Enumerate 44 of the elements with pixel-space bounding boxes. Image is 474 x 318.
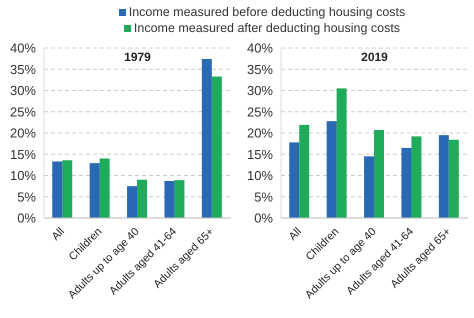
y-tick-label: 30% xyxy=(10,83,36,98)
y-tick-label: 5% xyxy=(17,189,36,204)
y-tick-label: 20% xyxy=(246,126,274,141)
bar xyxy=(448,140,459,218)
x-tick-label: All xyxy=(286,226,304,243)
legend-label: Income measured after deducting housing costs xyxy=(134,20,400,36)
bar xyxy=(299,124,310,218)
y-tick-label: 40% xyxy=(246,40,274,56)
y-tick-label: 15% xyxy=(246,146,274,162)
bar xyxy=(326,121,337,218)
y-tick-label: 35% xyxy=(10,62,36,77)
bar xyxy=(336,88,347,218)
bar xyxy=(164,181,174,218)
bar xyxy=(174,180,184,218)
bar xyxy=(411,136,422,218)
bar xyxy=(401,148,412,218)
y-tick-label: 0% xyxy=(254,210,274,226)
y-tick-label: 5% xyxy=(254,189,274,204)
bar xyxy=(100,158,110,218)
y-tick-label: 25% xyxy=(10,104,36,120)
bar xyxy=(127,186,138,218)
bar xyxy=(374,130,384,218)
y-tick-label: 10% xyxy=(246,168,274,184)
bar xyxy=(137,180,148,218)
y-tick-label: 10% xyxy=(10,168,36,184)
y-tick-label: 35% xyxy=(246,62,274,77)
y-tick-label: 20% xyxy=(10,126,36,141)
bar xyxy=(90,163,100,218)
y-tick-label: 25% xyxy=(246,104,274,120)
bar xyxy=(202,59,212,218)
bar xyxy=(289,142,300,218)
bar xyxy=(364,156,374,218)
chart-title: 1979 xyxy=(123,50,152,64)
chart-title: 2019 xyxy=(360,50,389,64)
bar xyxy=(62,160,72,218)
y-tick-label: 40% xyxy=(10,40,36,56)
y-tick-label: 0% xyxy=(17,210,36,226)
legend-label: Income measured before deducting housing costs xyxy=(128,4,406,20)
bar xyxy=(52,161,62,218)
bar xyxy=(212,76,222,218)
y-tick-label: 30% xyxy=(246,83,274,98)
y-tick-label: 15% xyxy=(10,146,36,162)
x-tick-label: All xyxy=(50,226,67,243)
bar xyxy=(438,135,449,218)
